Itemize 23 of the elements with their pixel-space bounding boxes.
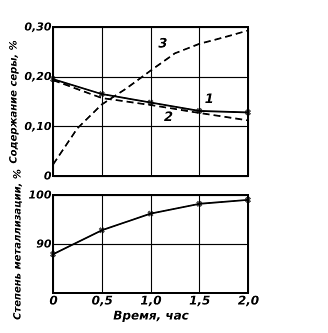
- y-tick-label: 0,10: [24, 120, 52, 133]
- point: [147, 210, 154, 217]
- point: [50, 251, 56, 258]
- x-tick-label: 1,0: [140, 294, 162, 308]
- y-tick-label: 0,30: [24, 20, 52, 34]
- x-tick-label: 2,0: [238, 294, 260, 308]
- x-axis-title: Время, час: [113, 308, 189, 322]
- y-tick-label: 90: [36, 238, 52, 250]
- point: [244, 196, 252, 204]
- point: [196, 200, 202, 207]
- annotation: 3: [158, 36, 168, 52]
- y-tick-label: 100: [28, 188, 52, 202]
- annotation: 1: [204, 92, 214, 107]
- x-tick-label: 1,5: [189, 294, 210, 308]
- x-tick-label: 0,5: [92, 294, 113, 308]
- y-axis-title: Содержание серы, %: [8, 40, 20, 164]
- y-tick-label: 0,20: [24, 70, 52, 84]
- point: [98, 227, 105, 234]
- y-tick-label: 0: [44, 170, 52, 182]
- y-axis-title: Степень металлизации, %: [12, 169, 24, 320]
- point: [244, 109, 252, 116]
- annotation: 2: [164, 110, 174, 125]
- point: [98, 90, 105, 98]
